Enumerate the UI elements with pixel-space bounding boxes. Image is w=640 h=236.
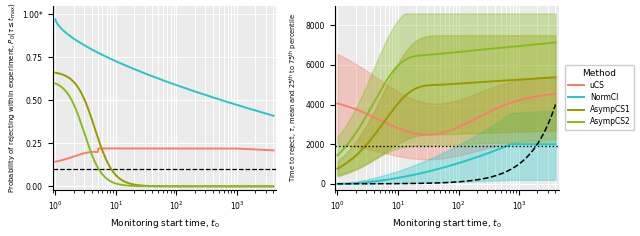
Legend: uCS, NormCI, AsympCS1, AsympCS2: uCS, NormCI, AsympCS1, AsympCS2: [564, 65, 634, 130]
X-axis label: Monitoring start time, $t_0$: Monitoring start time, $t_0$: [109, 217, 220, 230]
Y-axis label: Probability of rejecting within experiment, $P_0(\tau \leq t_{\rm max})$: Probability of rejecting within experime…: [6, 2, 17, 193]
X-axis label: Monitoring start time, $t_0$: Monitoring start time, $t_0$: [392, 217, 502, 230]
Y-axis label: Time to reject, $\tau$, mean and 25$^{\rm th}$ to 75$^{\rm th}$ percentile: Time to reject, $\tau$, mean and 25$^{\r…: [287, 13, 300, 182]
